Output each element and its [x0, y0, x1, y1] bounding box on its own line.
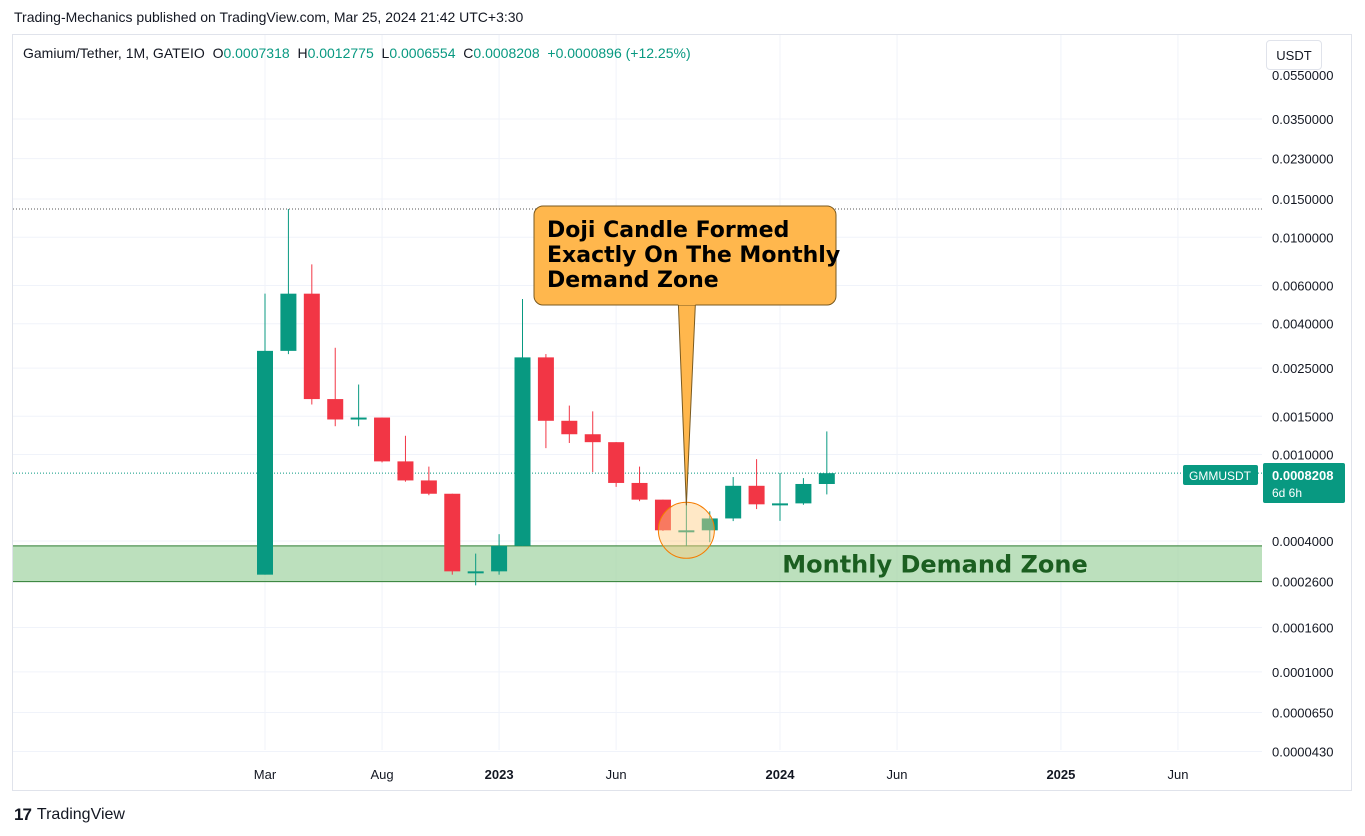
y-axis-tick-label: 0.0004000 — [1272, 534, 1333, 549]
x-axis-tick-label: 2023 — [485, 767, 514, 782]
doji-highlight-circle — [657, 501, 715, 559]
y-axis-tick-label: 0.0040000 — [1272, 317, 1333, 332]
ohlc-legend: Gamium/Tether, 1M, GATEIO O0.0007318 H0.… — [23, 45, 691, 61]
symbol-tag-bg — [1183, 465, 1258, 485]
y-axis-tick-label: 0.0010000 — [1272, 448, 1333, 463]
candle-body[interactable] — [608, 442, 625, 483]
candle-body[interactable] — [748, 485, 765, 505]
publish-header: Trading-Mechanics published on TradingVi… — [14, 9, 524, 25]
high-value: 0.0012775 — [307, 45, 374, 61]
candle-body[interactable] — [327, 399, 344, 420]
y-axis-tick-label: 0.0001000 — [1272, 665, 1333, 680]
candle-body[interactable] — [420, 480, 437, 494]
symbol-tag-text: GMMUSDT — [1189, 469, 1252, 483]
y-axis-tick-label: 0.0001600 — [1272, 620, 1333, 635]
y-axis-tick-label: 0.0100000 — [1272, 230, 1333, 245]
candle-body[interactable] — [374, 417, 391, 462]
candle-body[interactable] — [280, 293, 297, 351]
candle-body[interactable] — [818, 473, 835, 485]
candle-body[interactable] — [561, 420, 578, 435]
candle-body[interactable] — [631, 482, 648, 500]
symbol-title[interactable]: Gamium/Tether, 1M, GATEIO — [23, 45, 205, 61]
candle-body[interactable] — [584, 434, 601, 443]
low-label: L — [381, 45, 390, 61]
high-label: H — [297, 45, 308, 61]
x-axis-tick-label: Mar — [254, 767, 277, 782]
chart-frame — [12, 34, 1352, 791]
x-axis-tick-label: 2025 — [1046, 767, 1075, 782]
candle-body[interactable] — [467, 571, 484, 574]
price-tag-value: 0.0008208 — [1272, 468, 1333, 483]
y-axis-tick-label: 0.0060000 — [1272, 278, 1333, 293]
y-axis-tick-label: 0.0002600 — [1272, 575, 1333, 590]
candle-body[interactable] — [701, 518, 718, 531]
tradingview-logo-icon: 17 — [14, 805, 32, 824]
candle-body[interactable] — [514, 357, 531, 546]
y-axis-tick-label-partial: 0.0550000 — [1272, 68, 1333, 83]
callout-text-line: Demand Zone — [547, 268, 719, 293]
close-label: C — [463, 45, 474, 61]
y-axis-tick-label: 0.0015000 — [1272, 409, 1333, 424]
close-value: 0.0008208 — [473, 45, 540, 61]
price-tag-countdown: 6d 6h — [1272, 486, 1302, 500]
callout-pointer — [677, 303, 696, 506]
candle-body[interactable] — [537, 357, 554, 421]
y-axis-tick-label: 0.0150000 — [1272, 192, 1333, 207]
tradingview-logo-text: TradingView — [36, 806, 125, 823]
callout-text-line: Exactly On The Monthly — [547, 243, 840, 268]
candle-body[interactable] — [678, 530, 695, 533]
candle-body[interactable] — [772, 503, 788, 506]
candle-body[interactable] — [725, 485, 742, 519]
callout-text-line: Doji Candle Formed — [547, 218, 789, 243]
open-value: 0.0007318 — [223, 45, 290, 61]
demand-zone-label: Monthly Demand Zone — [782, 551, 1088, 579]
currency-button[interactable]: USDT — [1266, 40, 1322, 70]
price-tag-bg — [1263, 463, 1345, 503]
open-label: O — [212, 45, 224, 61]
x-axis-tick-label: Aug — [370, 767, 393, 782]
candle-body[interactable] — [303, 293, 320, 400]
candle-body[interactable] — [257, 350, 273, 575]
candle-body[interactable] — [397, 461, 414, 481]
y-axis-tick-label: 0.0350000 — [1272, 112, 1333, 127]
y-axis-tick-label: 0.0025000 — [1272, 361, 1333, 376]
tradingview-footer[interactable]: 17 TradingView — [14, 805, 125, 825]
candle-body[interactable] — [491, 545, 508, 572]
candle-body[interactable] — [350, 417, 367, 420]
x-axis-tick-label: Jun — [606, 767, 627, 782]
y-axis-tick-label: 0.0000430 — [1272, 744, 1333, 759]
low-value: 0.0006554 — [389, 45, 456, 61]
change-value: +0.0000896 (+12.25%) — [547, 45, 691, 61]
candle-body[interactable] — [795, 483, 812, 504]
candle-body[interactable] — [444, 493, 461, 572]
y-axis-tick-label: 0.0230000 — [1272, 152, 1333, 167]
y-axis-tick-label: 0.0000650 — [1272, 705, 1333, 720]
demand-zone-rect[interactable] — [13, 545, 1262, 582]
x-axis-tick-label: Jun — [887, 767, 908, 782]
x-axis-tick-label: Jun — [1167, 767, 1188, 782]
x-axis-tick-label: 2024 — [766, 767, 796, 782]
